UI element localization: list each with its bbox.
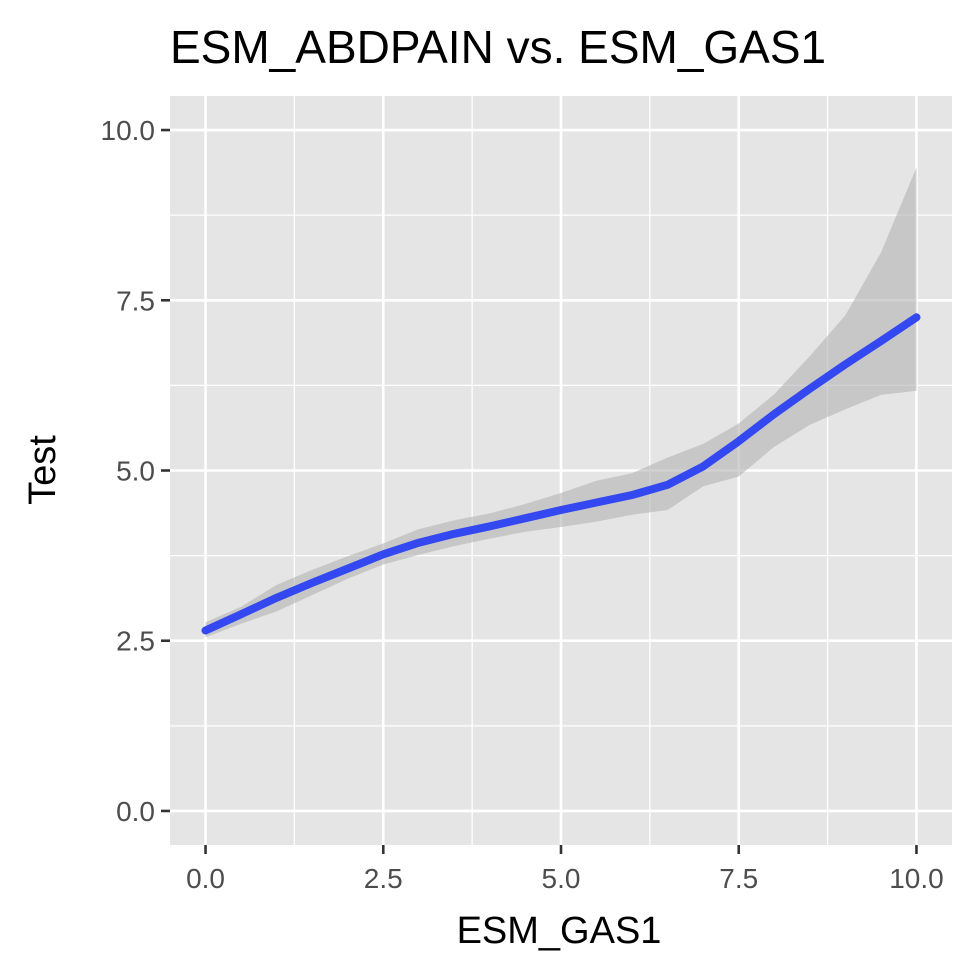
x-tick-label: 10.0 <box>889 863 944 894</box>
x-tick-label: 0.0 <box>186 863 225 894</box>
x-axis-title: ESM_GAS1 <box>457 910 662 952</box>
x-tick-label: 7.5 <box>719 863 758 894</box>
y-axis-title: Test <box>22 435 64 505</box>
major-gridlines <box>170 96 952 845</box>
x-tick-label: 2.5 <box>364 863 403 894</box>
y-tick-label: 5.0 <box>116 456 155 487</box>
y-tick-label: 10.0 <box>101 115 156 146</box>
y-tick-label: 7.5 <box>116 285 155 316</box>
x-tick-label: 5.0 <box>542 863 581 894</box>
x-axis: 0.0 2.5 5.0 7.5 10.0 <box>186 845 944 894</box>
y-axis: 0.0 2.5 5.0 7.5 10.0 <box>101 115 170 827</box>
y-tick-label: 2.5 <box>116 626 155 657</box>
chart-title: ESM_ABDPAIN vs. ESM_GAS1 <box>170 21 826 73</box>
y-tick-label: 0.0 <box>116 796 155 827</box>
smooth-trend-line <box>201 313 921 635</box>
confidence-band <box>205 167 917 638</box>
